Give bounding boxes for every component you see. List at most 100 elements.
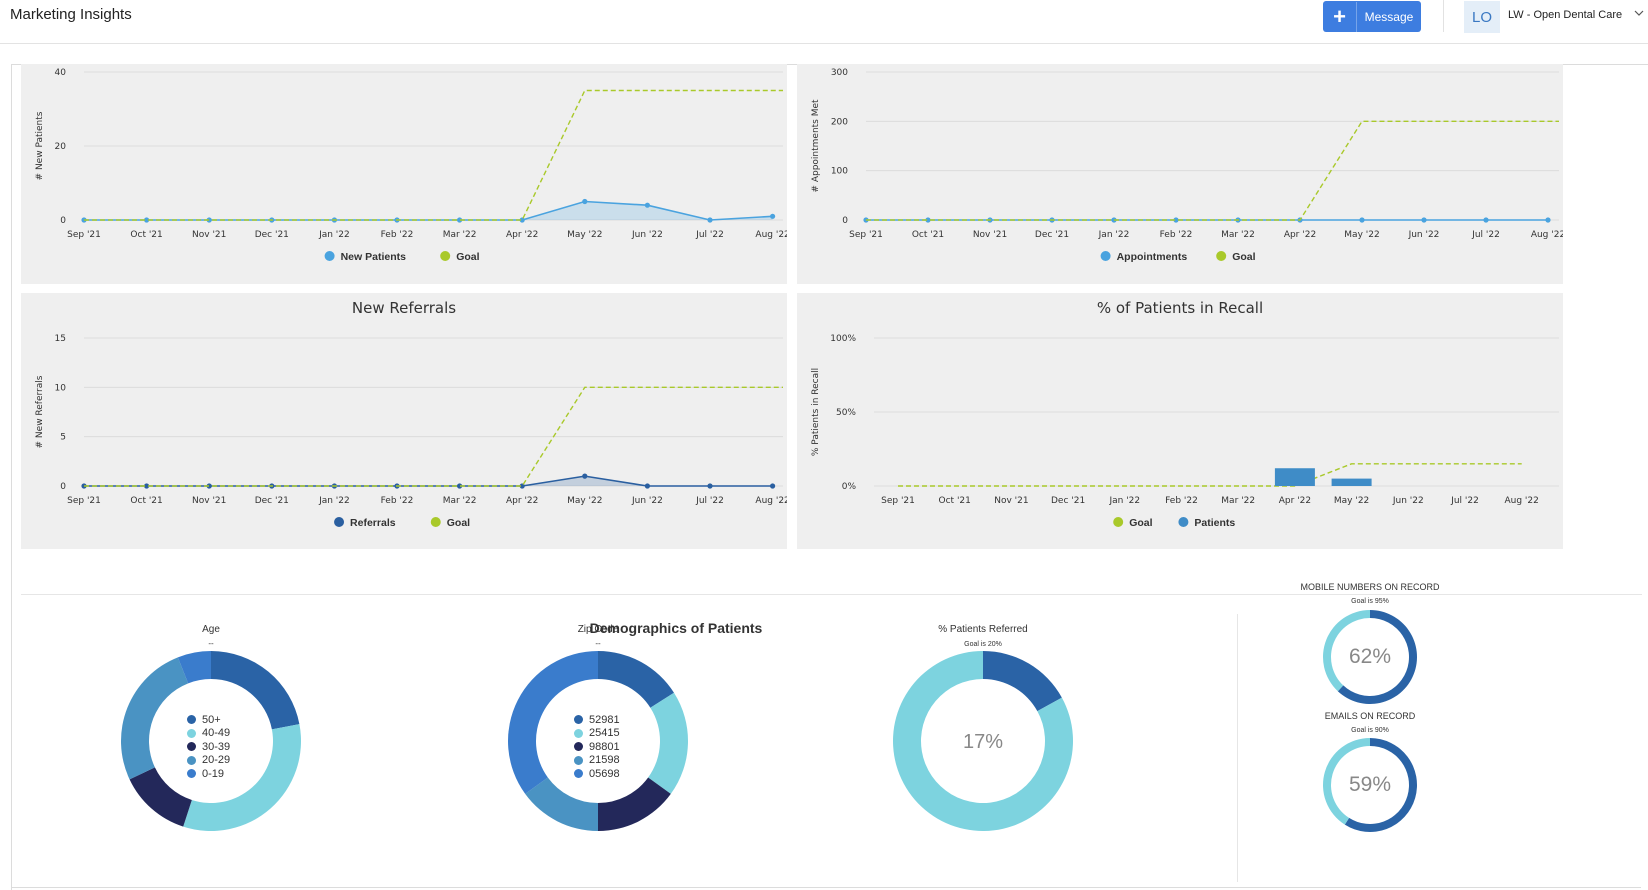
age-chart-title: Age [202,624,220,635]
donut-slice [177,651,211,684]
x-tick-label: Apr '22 [506,496,538,506]
x-tick-label: May '22 [1334,496,1369,506]
data-point [707,483,713,489]
x-tick-label: May '22 [567,496,602,506]
plus-icon: + [1323,1,1357,32]
message-button-label: Message [1364,9,1414,24]
referred-chart-title: % Patients Referred [938,624,1028,635]
legend-marker [334,517,345,527]
donut-slice [211,651,300,730]
legend-label: 40-49 [202,727,231,740]
legend-marker [187,769,196,779]
x-tick-label: Mar '22 [1221,230,1255,240]
data-point [770,483,776,489]
bar [1331,478,1372,486]
y-tick-label: 50% [836,408,856,418]
donut-slice [893,651,1073,831]
x-tick-label: Dec '21 [1051,496,1085,506]
avatar[interactable]: LO [1464,1,1500,33]
donut-slice [598,777,671,831]
x-tick-label: Feb '22 [1165,496,1198,506]
legend-marker [187,728,196,738]
y-axis-label: # New Referrals [35,375,45,448]
legend-marker [574,715,583,725]
data-point [582,473,588,479]
message-button[interactable]: + Message [1323,1,1421,32]
y-tick-label: 40 [55,68,67,78]
chart-title: % of Patients in Recall [1097,299,1263,317]
x-tick-label: Dec '21 [1035,230,1069,240]
donut-slice [1344,738,1417,832]
x-tick-label: Nov '21 [192,230,226,240]
x-tick-label: Jan '22 [318,230,350,240]
new-referrals-chart: New Referrals 0 5 10 15 # New Referrals Sep '2… [21,293,787,549]
appointments-chart-svg: 0 100 200 300 # Appointments Met Sep '21 Oct '… [811,68,1563,263]
series-area [84,476,773,486]
donut-slice [648,692,688,794]
x-tick-label: Jan '22 [1098,230,1130,240]
x-tick-label: Sep '21 [881,496,915,506]
x-tick-label: Oct '21 [939,496,971,506]
y-tick-label: 300 [831,68,848,78]
account-name[interactable]: LW - Open Dental Care [1508,9,1623,21]
x-tick-label: Feb '22 [381,496,414,506]
legend-marker [574,755,583,765]
y-tick-label: 10 [55,383,67,393]
donut-slice [1337,610,1417,704]
donut-slice [1323,738,1370,825]
x-tick-label: Nov '21 [994,496,1028,506]
x-tick-label: Aug '22 [1531,230,1563,240]
legend-label: Goal [1232,251,1255,263]
legend-label: 98801 [589,740,620,753]
x-tick-label: Jul '22 [1450,496,1479,506]
legend-label: Referrals [350,517,396,529]
x-tick-label: Apr '22 [1284,230,1316,240]
legend-item: 98801 [574,740,620,754]
legend-item: 21598 [574,754,620,768]
y-axis-label: % Patients in Recall [811,368,821,456]
emails-goal: Goal is 90% [1351,727,1389,734]
legend-item: 52981 [574,713,620,727]
emails-title: EMAILS ON RECORD [1324,711,1416,721]
data-point [519,217,525,223]
emails-percent: 59% [1348,773,1392,796]
legend-marker [1178,517,1189,527]
x-tick-label: Sep '21 [67,496,101,506]
legend-marker [187,755,196,765]
referred-percent: 17% [962,731,1004,753]
legend-label: 21598 [589,754,620,767]
divider [11,887,1641,888]
x-tick-label: Oct '21 [912,230,944,240]
y-tick-label: 0 [60,216,66,226]
new-referrals-chart-svg: New Referrals 0 5 10 15 # New Referrals Sep '2… [35,299,787,529]
zip-chart-title: Zip Code [577,624,619,635]
series-area [84,201,773,220]
chevron-down-icon[interactable] [1633,7,1645,19]
new-patients-chart-svg: 0 20 40 # New Patients Sep '21 Oct '21 Nov '21… [35,68,787,263]
data-point [457,483,463,489]
mobile-numbers-donut [1323,610,1417,704]
legend-item: 40-49 [187,727,230,741]
x-tick-label: Aug '22 [1505,496,1539,506]
x-tick-label: Nov '21 [973,230,1007,240]
x-tick-label: Oct '21 [130,230,162,240]
x-tick-label: Jul '22 [695,230,724,240]
mobile-numbers-percent: 62% [1348,645,1392,668]
series-line [898,463,1522,487]
data-point [1173,217,1179,223]
legend-label: Goal [447,517,470,529]
legend-marker [440,251,451,261]
x-tick-label: Jul '22 [695,496,724,506]
recall-chart: % of Patients in Recall 0% 50% 100% % Patien… [797,293,1563,549]
page-title: Marketing Insights [10,6,132,23]
data-point [644,202,651,208]
data-point [206,483,212,489]
data-point [770,213,776,219]
series-line [84,89,783,221]
legend-label: 05698 [589,767,620,780]
donut-slice [598,651,674,708]
divider [1237,614,1238,882]
x-tick-label: Mar '22 [443,496,477,506]
legend-marker [1216,251,1227,261]
x-tick-label: Nov '21 [192,496,226,506]
